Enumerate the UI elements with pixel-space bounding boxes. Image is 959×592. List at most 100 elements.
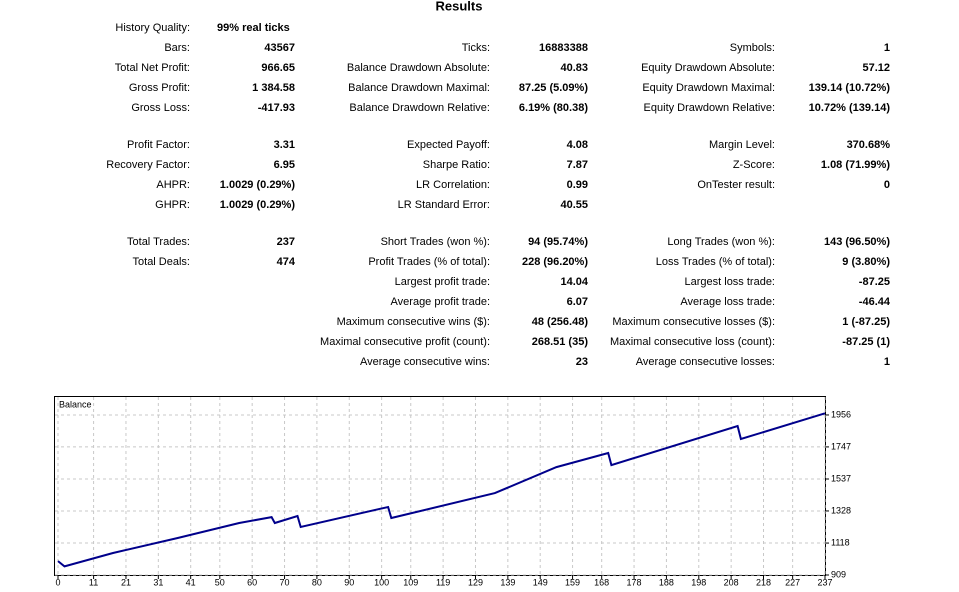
stat-value: 94 (95.74%) [528,236,588,248]
stat-value: 40.83 [560,62,588,74]
stat-label: Average loss trade: [680,296,775,308]
stat-value: -87.25 [859,276,890,288]
stat-value: 143 (96.50%) [824,236,890,248]
x-tick-label: 168 [594,577,609,587]
stat-value: 1 (-87.25) [842,316,890,328]
stat-value: 0.99 [567,179,588,191]
stat-label: Balance Drawdown Absolute: [347,62,490,74]
y-tick-label: 1747 [831,441,851,451]
stat-value: 228 (96.20%) [522,256,588,268]
stat-value: 6.07 [567,296,588,308]
stat-label: AHPR: [156,179,190,191]
stat-label: Maximal consecutive profit (count): [320,336,490,348]
stat-label: GHPR: [155,199,190,211]
stat-label: Profit Factor: [127,139,190,151]
stat-label: LR Standard Error: [398,199,490,211]
stat-value: 237 [277,236,295,248]
stat-value: 14.04 [560,276,588,288]
stat-label: Expected Payoff: [407,139,490,151]
x-tick-label: 227 [785,577,800,587]
y-tick-label: 1118 [831,537,850,547]
stat-value: 16883388 [539,42,588,54]
stat-label: LR Correlation: [416,179,490,191]
stat-value: 370.68% [847,139,891,151]
stat-value: 57.12 [862,62,890,74]
stat-value: 4.08 [567,139,588,151]
x-tick-label: 50 [215,577,225,587]
x-tick-label: 21 [121,577,131,587]
stat-value: 7.87 [567,159,588,171]
x-tick-label: 90 [344,577,354,587]
x-tick-label: 139 [500,577,515,587]
stat-label: Largest profit trade: [395,276,490,288]
x-tick-label: 70 [280,577,290,587]
stat-value: 139.14 (10.72%) [809,82,891,94]
balance-line [57,412,826,568]
stat-value: 6.19% (80.38) [519,102,588,114]
stat-value: -46.44 [859,296,891,308]
x-tick-label: 100 [374,577,389,587]
stat-value: 99% real ticks [217,22,290,34]
stat-value: 1.08 (71.99%) [821,159,890,171]
x-tick-label: 178 [627,577,642,587]
stat-label: Short Trades (won %): [381,236,490,248]
x-tick-label: 119 [436,577,450,587]
stat-label: Average consecutive wins: [360,356,490,368]
stat-label: Total Trades: [127,236,190,248]
y-tick-label: 1328 [831,505,851,515]
x-tick-label: 159 [565,577,580,587]
stat-value: 1 [884,42,890,54]
stat-label: Loss Trades (% of total): [656,256,775,268]
stat-value: 1.0029 (0.29%) [220,199,296,211]
x-tick-label: 31 [153,577,163,587]
stat-label: Profit Trades (% of total): [368,256,490,268]
stat-label: Z-Score: [733,159,775,171]
stat-value: 40.55 [560,199,588,211]
stat-value: 87.25 (5.09%) [519,82,588,94]
stat-value: -87.25 (1) [842,336,890,348]
stat-label: Symbols: [730,42,775,54]
stat-label: Gross Loss: [131,102,190,114]
x-tick-label: 129 [468,577,483,587]
stat-label: Margin Level: [709,139,775,151]
x-tick-label: 80 [312,577,322,587]
x-tick-label: 237 [817,577,832,587]
stat-label: Gross Profit: [129,82,190,94]
stat-label: Average profit trade: [391,296,490,308]
stat-label: Largest loss trade: [685,276,776,288]
y-tick-label: 1956 [831,409,851,419]
stat-label: Bars: [164,42,190,54]
y-tick-label: 909 [831,569,846,579]
chart-title: Balance [59,399,92,409]
x-tick-label: 109 [403,577,418,587]
x-tick-label: 0 [55,577,60,587]
stat-label: Sharpe Ratio: [423,159,490,171]
stat-value: 966.65 [261,62,295,74]
chart-frame [54,396,826,576]
stat-value: 43567 [264,42,295,54]
stat-label: Total Deals: [133,256,190,268]
stat-label: Equity Drawdown Relative: [644,102,775,114]
x-tick-label: 41 [186,577,196,587]
stat-label: Recovery Factor: [106,159,190,171]
x-tick-label: 188 [659,577,674,587]
stat-value: 474 [277,256,296,268]
stat-label: Maximum consecutive losses ($): [612,316,775,328]
stat-value: 3.31 [274,139,295,151]
stat-label: Maximal consecutive loss (count): [610,336,775,348]
stat-label: Average consecutive losses: [636,356,775,368]
x-tick-label: 208 [724,577,739,587]
stat-label: History Quality: [115,22,190,34]
stat-value: 1.0029 (0.29%) [220,179,296,191]
x-tick-label: 11 [89,577,98,587]
stat-value: 48 (256.48) [532,316,589,328]
stat-label: Balance Drawdown Relative: [349,102,490,114]
stat-label: Balance Drawdown Maximal: [348,82,490,94]
y-tick-label: 1537 [831,473,851,483]
x-tick-label: 218 [756,577,771,587]
x-tick-label: 149 [533,577,548,587]
stat-value: 0 [884,179,890,191]
stat-label: Long Trades (won %): [667,236,775,248]
stat-value: 268.51 (35) [532,336,589,348]
